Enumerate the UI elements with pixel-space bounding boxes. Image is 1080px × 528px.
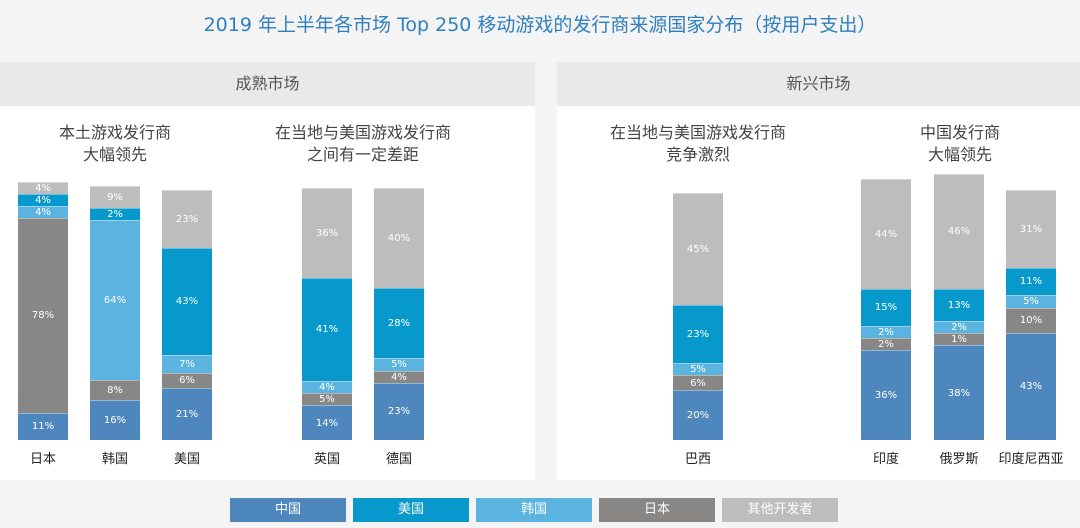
bar-segment-日本: 2% (861, 338, 911, 350)
bar-segment-日本: 10% (1006, 307, 1056, 333)
bar-segment-韩国: 7% (162, 355, 212, 373)
bar-英国: 14% 5% 4% 41% 36% (302, 188, 352, 440)
category-label: 美国 (173, 452, 200, 467)
legend-item: 韩国 (476, 498, 592, 522)
bar-美国: 21% 6% 7% 43% 23% (162, 190, 212, 440)
bar-segment-韩国: 5% (1006, 295, 1056, 308)
bar-segment-其他开发者: 31% (1006, 190, 1056, 268)
bar-segment-美国: 41% (302, 278, 352, 381)
bar-segment-其他开发者: 36% (302, 188, 352, 278)
bar-segment-美国: 13% (934, 288, 984, 321)
bar-segment-韩国: 2% (934, 321, 984, 333)
subtitle: 本土游戏发行商 大幅领先 (58, 123, 171, 164)
bar-segment-韩国: 5% (673, 362, 723, 375)
panel-header: 新兴市场 (557, 62, 1080, 106)
bar-segment-其他开发者: 46% (934, 173, 984, 289)
bar-segment-日本: 5% (302, 392, 352, 405)
bar-segment-其他开发者: 23% (162, 190, 212, 248)
bar-segment-中国: 36% (861, 350, 911, 440)
category-label: 俄罗斯 (939, 452, 979, 467)
bar-segment-日本: 6% (673, 375, 723, 390)
bar-segment-美国: 15% (861, 288, 911, 326)
bar-segment-其他开发者: 44% (861, 178, 911, 289)
category-label: 印度 (872, 452, 899, 467)
mature-market-panel: 成熟市场 (0, 62, 535, 480)
subtitle: 在当地与美国游戏发行商 之间有一定差距 (274, 123, 451, 164)
bar-segment-美国: 23% (673, 305, 723, 363)
bar-segment-韩国: 4% (18, 205, 68, 218)
bar-segment-日本: 78% (18, 217, 68, 413)
bar-segment-中国: 14% (302, 405, 352, 440)
legend-item: 中国 (230, 498, 346, 522)
subtitle: 中国发行商 大幅领先 (919, 123, 1000, 164)
bar-segment-中国: 23% (374, 382, 424, 440)
bar-印度: 36% 2% 2% 15% 44% (861, 178, 911, 440)
bar-segment-韩国: 4% (302, 380, 352, 393)
bar-segment-韩国: 5% (374, 358, 424, 371)
category-label: 巴西 (684, 452, 711, 467)
bar-日本: 11% 78% 4% 4% 4% (18, 181, 68, 440)
category-label: 印度尼西亚 (998, 452, 1064, 467)
legend-item: 其他开发者 (722, 498, 838, 522)
bar-俄罗斯: 38% 1% 2% 13% 46% (934, 173, 984, 440)
legend: 中国 美国 韩国 日本 其他开发者 (230, 498, 838, 522)
bar-segment-其他开发者: 45% (673, 192, 723, 305)
chart-title: 2019 年上半年各市场 Top 250 移动游戏的发行商来源国家分布（按用户支… (203, 14, 877, 36)
bar-segment-中国: 43% (1006, 332, 1056, 440)
bar-segment-美国: 28% (374, 288, 424, 358)
category-label: 韩国 (101, 452, 128, 467)
bar-巴西: 20% 6% 5% 23% 45% (673, 192, 723, 440)
bar-segment-日本: 4% (374, 370, 424, 383)
category-label: 英国 (313, 452, 340, 467)
bar-segment-其他开发者: 9% (90, 185, 140, 208)
subtitle: 在当地与美国游戏发行商 竞争激烈 (609, 123, 786, 164)
bar-segment-日本: 6% (162, 372, 212, 388)
panel-header: 成熟市场 (0, 62, 535, 106)
category-label: 德国 (385, 452, 412, 467)
bar-segment-日本: 1% (934, 333, 984, 345)
bar-印度尼西亚: 43% 10% 5% 11% 31% (1006, 190, 1056, 440)
bar-segment-美国: 43% (162, 247, 212, 355)
bar-segment-日本: 8% (90, 380, 140, 400)
legend-item: 日本 (599, 498, 715, 522)
bar-segment-中国: 11% (18, 412, 68, 440)
bar-segment-韩国: 64% (90, 220, 140, 380)
bar-segment-美国: 2% (90, 208, 140, 220)
bar-segment-美国: 11% (1006, 267, 1056, 295)
legend-item: 美国 (353, 498, 469, 522)
bar-segment-中国: 21% (162, 387, 212, 440)
bar-segment-中国: 16% (90, 400, 140, 440)
bar-segment-中国: 20% (673, 390, 723, 440)
category-label: 日本 (29, 452, 56, 467)
bar-segment-其他开发者: 40% (374, 188, 424, 288)
bar-segment-美国: 4% (18, 193, 68, 206)
bar-segment-韩国: 2% (861, 326, 911, 338)
bar-segment-其他开发者: 4% (18, 181, 68, 194)
emerging-market-panel: 新兴市场 (557, 62, 1080, 480)
bar-韩国: 16% 8% 64% 2% 9% (90, 185, 140, 440)
bar-德国: 23% 4% 5% 28% 40% (374, 188, 424, 440)
bar-segment-中国: 38% (934, 345, 984, 440)
